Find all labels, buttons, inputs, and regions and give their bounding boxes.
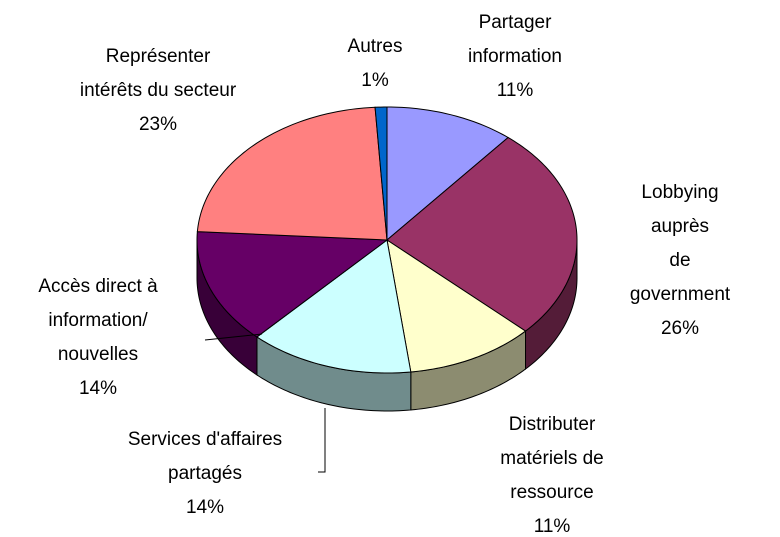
pie-slice [196,106,388,241]
category-label: Accès direct à information/ nouvelles [38,276,158,365]
value-label: 11% [533,516,571,537]
value-label: 11% [496,80,534,101]
slice-label: Lobbying auprès de government 26% [630,176,730,346]
pie-slice [386,238,527,373]
slice-label: Représenter intérêts du secteur 23% [80,40,236,142]
category-label: Partager information [468,12,562,67]
pie-slice [256,239,412,374]
slice-label: Services d'affaires partagés 14% [128,423,282,525]
category-label: Autres [347,36,403,57]
leader-line [204,333,263,341]
slice-label: Accès direct à information/ nouvelles 14% [38,270,157,406]
pie-slice [386,136,578,332]
slice-label: Partager information 11% [468,6,562,108]
value-label: 23% [138,114,178,135]
category-label: Services d'affaires partagés [127,429,283,484]
pie-slice [374,106,388,241]
pie-slice [196,231,389,338]
pie-tops [196,106,578,374]
value-label: 1% [361,70,389,91]
slice-label: Distributer matériels de ressource 11% [500,408,604,537]
slice-label: Autres 1% [348,30,403,98]
pie-slice [386,106,509,242]
category-label: Représenter intérêts du secteur [79,46,237,101]
value-label: 26% [660,318,700,339]
value-label: 14% [185,497,225,518]
category-label: Lobbying auprès de government [629,182,731,305]
category-label: Distributer matériels de ressource [500,414,604,503]
value-label: 14% [78,378,118,399]
leader-line [318,408,326,473]
